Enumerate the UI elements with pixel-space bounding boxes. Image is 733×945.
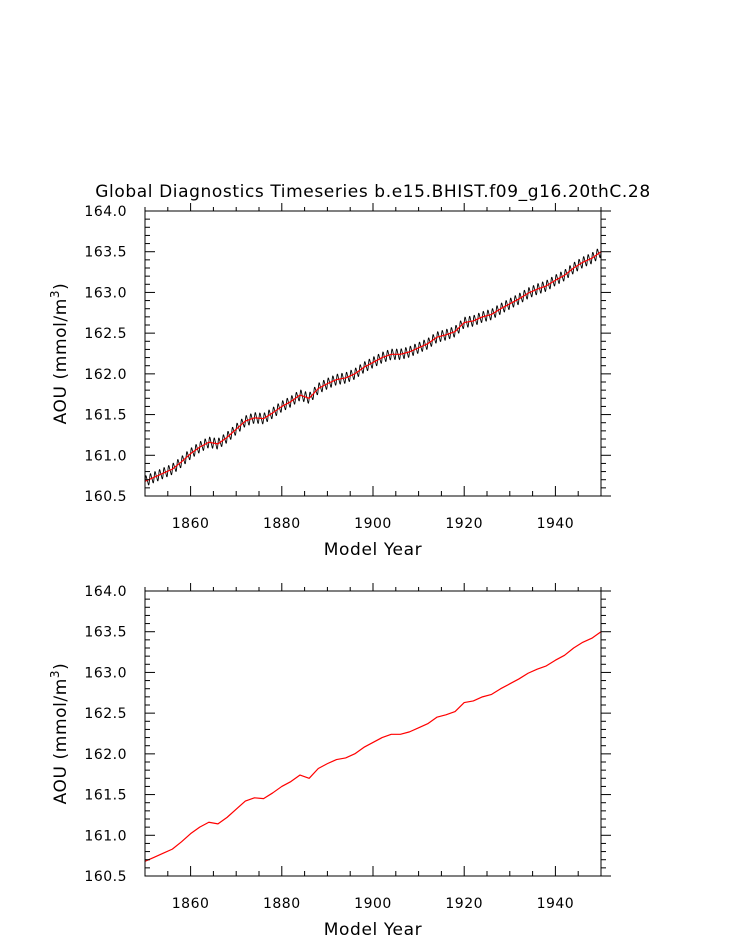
y-tick-label: 161.5 xyxy=(84,788,127,804)
x-tick-label: 1920 xyxy=(445,516,483,532)
y-tick-label: 162.0 xyxy=(84,747,127,763)
y-tick-label: 161.0 xyxy=(84,828,127,844)
x-tick-label: 1880 xyxy=(263,516,301,532)
y-tick-label: 162.5 xyxy=(84,706,127,722)
x-tick-label: 1940 xyxy=(537,896,575,912)
x-tick-label: 1900 xyxy=(354,896,392,912)
x-axis-label: Model Year xyxy=(324,920,422,940)
series-line-annual xyxy=(145,251,601,482)
y-tick-label: 163.5 xyxy=(84,245,127,261)
plot-frame xyxy=(144,210,602,497)
y-tick-label: 161.5 xyxy=(84,408,127,424)
y-axis-label: AOU (mmol/m3) xyxy=(48,663,71,805)
y-tick-label: 160.5 xyxy=(84,869,127,885)
y-tick-label: 162.0 xyxy=(84,367,127,383)
x-tick-label: 1860 xyxy=(172,896,210,912)
x-axis-label: Model Year xyxy=(324,540,422,560)
plot-frame xyxy=(144,590,602,877)
y-tick-label: 164.0 xyxy=(84,584,127,600)
y-tick-label: 161.0 xyxy=(84,448,127,464)
y-tick-label: 164.0 xyxy=(84,204,127,220)
x-tick-label: 1880 xyxy=(263,896,301,912)
chart-panel-bottom: 1860 1880 1900 1920 1940 160.5 161.0 161.5 162.0… xyxy=(48,583,611,940)
y-tick-label: 160.5 xyxy=(84,489,127,505)
plot-area xyxy=(145,631,601,862)
series-line-annual xyxy=(145,631,601,862)
y-tick-label: 163.5 xyxy=(84,625,127,641)
x-tick-label: 1940 xyxy=(537,516,575,532)
y-tick-label: 162.5 xyxy=(84,326,127,342)
y-axis-label: AOU (mmol/m3) xyxy=(48,283,71,425)
chart-panel-top: 1860 1880 1900 1920 1940 160.5 161.0 161.5 162.0… xyxy=(48,203,611,560)
y-tick-label: 163.0 xyxy=(84,285,127,301)
x-tick-label: 1860 xyxy=(172,516,210,532)
x-tick-label: 1920 xyxy=(445,896,483,912)
series-line-monthly xyxy=(145,248,601,486)
y-tick-label: 163.0 xyxy=(84,665,127,681)
figure-title: Global Diagnostics Timeseries b.e15.BHIS… xyxy=(95,182,650,202)
x-tick-label: 1900 xyxy=(354,516,392,532)
plot-area xyxy=(145,248,601,486)
